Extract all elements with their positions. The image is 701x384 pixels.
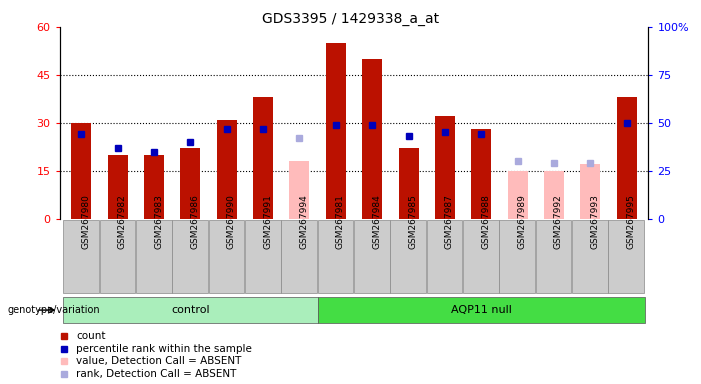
- Text: GSM267980: GSM267980: [81, 194, 90, 248]
- Text: GSM267987: GSM267987: [445, 194, 454, 248]
- Bar: [290, 161, 309, 219]
- Text: GSM267991: GSM267991: [263, 194, 272, 248]
- Text: GDS3395 / 1429338_a_at: GDS3395 / 1429338_a_at: [262, 12, 439, 25]
- Bar: [435, 116, 455, 219]
- Bar: [362, 59, 382, 219]
- Text: GSM267983: GSM267983: [154, 194, 163, 248]
- FancyBboxPatch shape: [245, 220, 280, 293]
- FancyBboxPatch shape: [463, 220, 498, 293]
- Text: GSM267984: GSM267984: [372, 194, 381, 248]
- Bar: [508, 171, 528, 219]
- FancyBboxPatch shape: [427, 220, 463, 293]
- Text: GSM267988: GSM267988: [481, 194, 490, 248]
- Bar: [508, 171, 528, 219]
- FancyBboxPatch shape: [136, 220, 172, 293]
- Text: GSM267985: GSM267985: [409, 194, 418, 248]
- FancyBboxPatch shape: [318, 220, 353, 293]
- FancyBboxPatch shape: [572, 220, 608, 293]
- Text: control: control: [171, 305, 210, 315]
- FancyBboxPatch shape: [63, 297, 318, 323]
- Bar: [326, 43, 346, 219]
- FancyBboxPatch shape: [390, 220, 426, 293]
- Text: genotype/variation: genotype/variation: [7, 305, 100, 315]
- Bar: [471, 129, 491, 219]
- Text: GSM267982: GSM267982: [118, 194, 127, 248]
- FancyBboxPatch shape: [536, 220, 571, 293]
- FancyBboxPatch shape: [172, 220, 208, 293]
- FancyBboxPatch shape: [608, 220, 644, 293]
- Bar: [144, 155, 164, 219]
- Bar: [72, 123, 91, 219]
- Text: GSM267994: GSM267994: [299, 194, 308, 248]
- Bar: [180, 149, 200, 219]
- Text: percentile rank within the sample: percentile rank within the sample: [76, 344, 252, 354]
- Bar: [580, 164, 600, 219]
- FancyBboxPatch shape: [318, 297, 645, 323]
- Text: GSM267992: GSM267992: [554, 194, 563, 248]
- Text: rank, Detection Call = ABSENT: rank, Detection Call = ABSENT: [76, 369, 236, 379]
- Text: count: count: [76, 331, 106, 341]
- Bar: [399, 149, 418, 219]
- FancyBboxPatch shape: [354, 220, 390, 293]
- Bar: [217, 120, 237, 219]
- Text: GSM267986: GSM267986: [191, 194, 200, 248]
- Text: GSM267993: GSM267993: [590, 194, 599, 248]
- Text: GSM267989: GSM267989: [517, 194, 526, 248]
- Text: value, Detection Call = ABSENT: value, Detection Call = ABSENT: [76, 356, 241, 366]
- FancyBboxPatch shape: [63, 220, 99, 293]
- FancyBboxPatch shape: [209, 220, 244, 293]
- Bar: [108, 155, 128, 219]
- Text: GSM267995: GSM267995: [627, 194, 636, 248]
- Text: AQP11 null: AQP11 null: [451, 305, 512, 315]
- Bar: [617, 97, 637, 219]
- FancyBboxPatch shape: [281, 220, 317, 293]
- Text: GSM267990: GSM267990: [227, 194, 236, 248]
- Text: GSM267981: GSM267981: [336, 194, 345, 248]
- FancyBboxPatch shape: [499, 220, 535, 293]
- FancyBboxPatch shape: [100, 220, 135, 293]
- Bar: [253, 97, 273, 219]
- Bar: [544, 171, 564, 219]
